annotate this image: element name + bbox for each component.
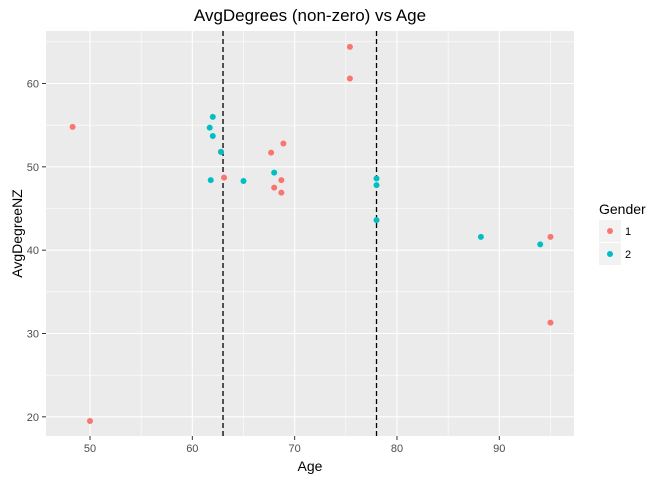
data-point-gender-1 [69, 123, 76, 130]
minor-gridlines [46, 31, 574, 436]
x-tick-label: 50 [84, 443, 96, 455]
legend-key-dot [607, 228, 613, 234]
x-tick-label: 80 [391, 443, 403, 455]
reference-lines [222, 31, 378, 436]
data-point-gender-2 [207, 177, 214, 184]
data-point-gender-2 [217, 148, 224, 155]
major-gridlines [46, 31, 574, 436]
data-point-gender-1 [547, 233, 554, 240]
y-tick-label: 60 [27, 79, 39, 91]
y-tick-label: 40 [27, 245, 39, 257]
data-point-gender-2 [477, 233, 484, 240]
data-point-gender-2 [271, 169, 278, 176]
data-point-gender-1 [221, 174, 228, 181]
data-point-gender-1 [547, 319, 554, 326]
data-point-gender-2 [373, 217, 380, 224]
data-point-gender-1 [346, 75, 353, 82]
data-point-gender-1 [268, 149, 275, 156]
data-point-gender-2 [209, 113, 216, 120]
legend: Gender 1 2 [599, 201, 646, 265]
data-points [69, 43, 554, 424]
legend-title: Gender [599, 201, 646, 217]
x-tick-label: 60 [186, 443, 198, 455]
data-point-gender-2 [206, 124, 213, 131]
data-point-gender-2 [373, 182, 380, 189]
data-point-gender-1 [278, 177, 285, 184]
chart-title: AvgDegrees (non-zero) vs Age [194, 6, 426, 25]
data-point-gender-1 [271, 184, 278, 191]
y-axis-label: AvgDegreeNZ [9, 189, 25, 278]
data-point-gender-2 [209, 133, 216, 139]
legend-entry-label: 1 [625, 226, 631, 238]
data-point-gender-1 [346, 43, 353, 50]
x-axis-label: Age [298, 458, 323, 474]
y-tick-label: 30 [27, 329, 39, 341]
x-axis-ticks: 50 60 70 80 90 [84, 436, 505, 455]
y-tick-label: 20 [27, 412, 39, 424]
plot-panel [46, 31, 574, 436]
x-tick-label: 70 [289, 443, 301, 455]
data-point-gender-1 [87, 418, 93, 424]
y-axis-ticks: 20 30 40 50 60 [27, 79, 46, 424]
y-tick-label: 50 [27, 162, 39, 174]
data-point-gender-2 [240, 178, 247, 184]
data-point-gender-2 [537, 241, 544, 248]
legend-key-dot [607, 251, 613, 257]
data-point-gender-1 [280, 140, 287, 147]
data-point-gender-2 [373, 175, 380, 182]
data-point-gender-1 [278, 189, 285, 196]
legend-entry-label: 2 [625, 249, 631, 261]
x-tick-label: 90 [493, 443, 505, 455]
